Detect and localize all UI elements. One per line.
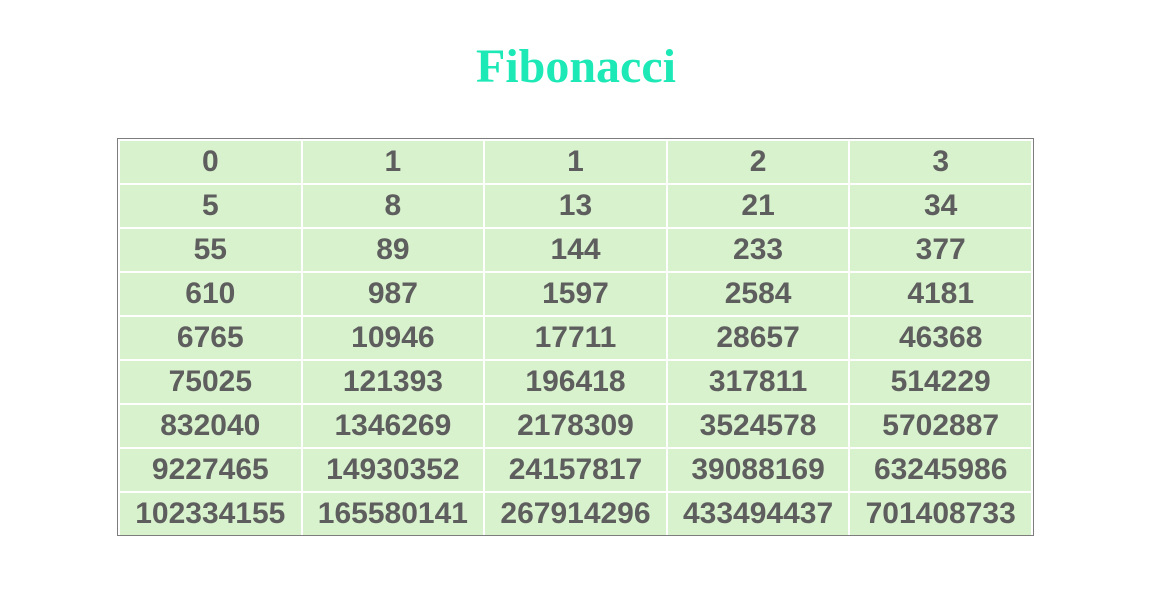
table-cell: 987 xyxy=(302,273,484,315)
table-row: 6765 10946 17711 28657 46368 xyxy=(120,317,1031,359)
fibonacci-table: 0 1 1 2 3 5 8 13 21 34 55 89 144 233 377 610 987 1597 2584… xyxy=(118,139,1033,537)
table-cell: 1 xyxy=(485,141,666,183)
table-row: 832040 1346269 2178309 3524578 5702887 xyxy=(120,405,1031,447)
table-row: 610 987 1597 2584 4181 xyxy=(120,273,1031,315)
table-cell: 17711 xyxy=(485,317,666,359)
table-cell: 5 xyxy=(120,185,301,227)
table-row: 5 8 13 21 34 xyxy=(120,185,1031,227)
table-cell: 1 xyxy=(302,141,484,183)
table-cell: 196418 xyxy=(485,361,666,403)
table-row: 75025 121393 196418 317811 514229 xyxy=(120,361,1031,403)
table-cell: 3524578 xyxy=(667,405,849,447)
table-cell: 14930352 xyxy=(302,449,484,491)
table-cell: 75025 xyxy=(120,361,301,403)
table-cell: 28657 xyxy=(667,317,849,359)
table-cell: 0 xyxy=(120,141,301,183)
table-cell: 8 xyxy=(302,185,484,227)
table-row: 55 89 144 233 377 xyxy=(120,229,1031,271)
table-cell: 701408733 xyxy=(850,493,1031,535)
table-cell: 377 xyxy=(850,229,1031,271)
table-cell: 13 xyxy=(485,185,666,227)
table-cell: 144 xyxy=(485,229,666,271)
table-cell: 46368 xyxy=(850,317,1031,359)
page-title: Fibonacci xyxy=(476,40,676,93)
table-cell: 121393 xyxy=(302,361,484,403)
table-cell: 433494437 xyxy=(667,493,849,535)
table-cell: 514229 xyxy=(850,361,1031,403)
table-cell: 1597 xyxy=(485,273,666,315)
table-cell: 165580141 xyxy=(302,493,484,535)
table-row: 102334155 165580141 267914296 433494437 7014… xyxy=(120,493,1031,535)
table-cell: 4181 xyxy=(850,273,1031,315)
table-cell: 2584 xyxy=(667,273,849,315)
table-cell: 102334155 xyxy=(120,493,301,535)
table-cell: 63245986 xyxy=(850,449,1031,491)
table-cell: 9227465 xyxy=(120,449,301,491)
table-cell: 39088169 xyxy=(667,449,849,491)
table-cell: 2178309 xyxy=(485,405,666,447)
table-cell: 89 xyxy=(302,229,484,271)
fibonacci-table-body: 0 1 1 2 3 5 8 13 21 34 55 89 144 233 377 610 987 1597 2584… xyxy=(120,141,1031,535)
table-cell: 233 xyxy=(667,229,849,271)
table-cell: 3 xyxy=(850,141,1031,183)
table-cell: 5702887 xyxy=(850,405,1031,447)
table-cell: 2 xyxy=(667,141,849,183)
table-cell: 610 xyxy=(120,273,301,315)
table-cell: 6765 xyxy=(120,317,301,359)
table-cell: 267914296 xyxy=(485,493,666,535)
table-cell: 21 xyxy=(667,185,849,227)
table-cell: 1346269 xyxy=(302,405,484,447)
table-cell: 34 xyxy=(850,185,1031,227)
table-cell: 24157817 xyxy=(485,449,666,491)
table-cell: 317811 xyxy=(667,361,849,403)
table-cell: 832040 xyxy=(120,405,301,447)
fibonacci-table-container: 0 1 1 2 3 5 8 13 21 34 55 89 144 233 377 610 987 1597 2584… xyxy=(117,138,1034,536)
table-cell: 55 xyxy=(120,229,301,271)
table-row: 9227465 14930352 24157817 39088169 63245986 xyxy=(120,449,1031,491)
table-cell: 10946 xyxy=(302,317,484,359)
